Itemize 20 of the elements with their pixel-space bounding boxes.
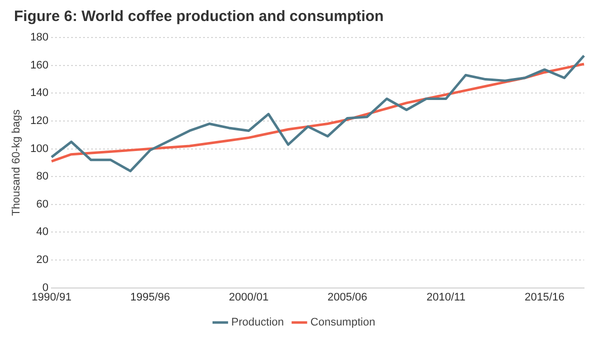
legend-label: Production: [231, 316, 284, 329]
y-tick-label: 140: [30, 87, 49, 100]
x-tick-label: 2000/01: [228, 291, 269, 304]
y-tick-label: 80: [36, 170, 49, 183]
x-tick-label: 1995/96: [130, 291, 170, 304]
y-tick-label: 20: [36, 254, 49, 266]
y-tick-label: 60: [36, 198, 49, 210]
y-tick-label: 0: [42, 282, 49, 294]
x-tick-label: 1990/91: [32, 291, 72, 304]
y-tick-label: 120: [30, 115, 49, 128]
x-tick-label: 2005/06: [327, 291, 368, 304]
y-axis-title: Thousand 60-kg bags: [10, 109, 23, 216]
y-tick-label: 40: [36, 226, 49, 238]
x-tick-label: 2015/16: [524, 291, 564, 304]
chart-title: Figure 6: World coffee production and consumption: [14, 8, 384, 25]
y-tick-label: 100: [30, 142, 49, 155]
y-tick-label: 160: [30, 59, 49, 72]
y-tick-label: 180: [30, 32, 49, 44]
legend-label: Consumption: [310, 316, 376, 329]
x-tick-label: 2010/11: [426, 291, 466, 304]
